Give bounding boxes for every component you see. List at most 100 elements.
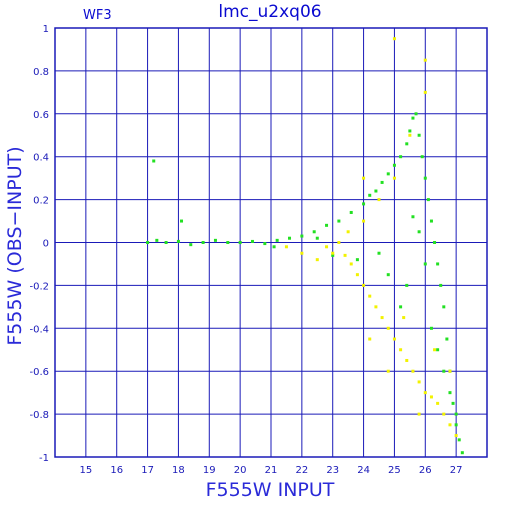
x-tick-label: 24 bbox=[357, 465, 370, 476]
green-data-point bbox=[355, 258, 359, 262]
green-data-point bbox=[368, 193, 372, 197]
x-tick-label: 15 bbox=[79, 465, 92, 476]
yellow-data-point bbox=[337, 241, 341, 244]
green-data-point bbox=[454, 423, 458, 427]
green-data-point bbox=[349, 210, 353, 214]
yellow-data-point bbox=[392, 37, 396, 41]
green-data-point bbox=[152, 159, 156, 163]
green-data-point bbox=[300, 234, 304, 238]
green-data-point bbox=[405, 142, 409, 146]
yellow-data-point bbox=[408, 133, 412, 137]
yellow-data-point bbox=[380, 316, 384, 320]
y-tick-label: 0.4 bbox=[33, 153, 49, 164]
yellow-data-point bbox=[377, 198, 381, 202]
green-data-point bbox=[420, 155, 424, 159]
yellow-data-point bbox=[392, 337, 396, 341]
chart-title: lmc_u2xq06 bbox=[218, 2, 322, 22]
y-tick-label: -0.6 bbox=[29, 367, 49, 378]
green-data-point bbox=[433, 241, 437, 244]
green-data-point bbox=[189, 243, 193, 247]
yellow-data-point bbox=[423, 58, 427, 62]
yellow-data-point bbox=[392, 176, 396, 180]
yellow-data-point bbox=[368, 294, 372, 298]
x-tick-label: 27 bbox=[450, 465, 463, 476]
green-data-point bbox=[288, 236, 292, 240]
yellow-data-point bbox=[325, 245, 329, 249]
green-data-point bbox=[377, 251, 381, 255]
green-data-point bbox=[146, 241, 150, 244]
yellow-data-point bbox=[399, 348, 403, 352]
grid-lines bbox=[55, 27, 487, 458]
y-tick-label: -0.8 bbox=[29, 410, 49, 421]
y-tick-label: 0.8 bbox=[33, 67, 49, 78]
plot-frame bbox=[54, 27, 488, 458]
green-data-point bbox=[445, 337, 449, 341]
yellow-data-point bbox=[374, 305, 378, 309]
green-data-point bbox=[201, 241, 205, 244]
yellow-data-point bbox=[429, 395, 433, 399]
yellow-data-point bbox=[442, 412, 446, 416]
green-data-point bbox=[374, 189, 378, 193]
green-data-point bbox=[411, 215, 415, 219]
yellow-data-point bbox=[454, 434, 458, 438]
x-tick-label: 16 bbox=[110, 465, 123, 476]
y-tick-label: 0 bbox=[43, 239, 49, 250]
chip-label: WF3 bbox=[83, 8, 112, 23]
green-data-point bbox=[457, 438, 461, 442]
green-data-point bbox=[337, 219, 341, 223]
green-data-point bbox=[399, 155, 403, 159]
green-data-point bbox=[238, 241, 242, 244]
yellow-data-point bbox=[343, 253, 347, 257]
y-tick-label: -0.2 bbox=[29, 281, 49, 292]
green-data-point bbox=[315, 236, 319, 240]
yellow-data-point bbox=[331, 251, 335, 255]
green-data-point bbox=[263, 242, 267, 246]
green-data-point bbox=[275, 238, 279, 242]
green-data-point bbox=[417, 230, 421, 234]
y-tick-label: -1 bbox=[39, 453, 49, 464]
y-tick-label: 0.2 bbox=[33, 196, 49, 207]
yellow-data-point bbox=[417, 412, 421, 416]
yellow-data-point bbox=[346, 230, 350, 234]
green-data-point bbox=[414, 112, 418, 116]
yellow-data-point bbox=[368, 337, 372, 341]
tick-labels: 15 16 17 18 19 20 21 22 23 24 25 26 27 -1 -0.8 -0.6 -0.4… bbox=[29, 24, 462, 476]
y-tick-label: -0.4 bbox=[29, 324, 49, 335]
green-data-point bbox=[176, 239, 180, 243]
green-data-point bbox=[312, 230, 316, 234]
yellow-data-point bbox=[448, 369, 452, 373]
yellow-data-point bbox=[448, 423, 452, 427]
green-data-point bbox=[442, 305, 446, 309]
green-data-point bbox=[399, 305, 403, 309]
green-data-point bbox=[386, 273, 390, 277]
yellow-data-point bbox=[362, 219, 366, 223]
green-data-point bbox=[272, 245, 276, 249]
green-data-point bbox=[417, 133, 421, 137]
x-tick-label: 23 bbox=[326, 465, 339, 476]
x-tick-label: 22 bbox=[295, 465, 308, 476]
green-data-point bbox=[448, 391, 452, 395]
yellow-data-point bbox=[315, 258, 319, 262]
green-data-point bbox=[436, 348, 440, 352]
x-tick-label: 26 bbox=[419, 465, 432, 476]
green-data-point bbox=[325, 223, 329, 227]
green-data-point bbox=[392, 163, 396, 167]
green-data-point bbox=[436, 262, 440, 266]
data-points bbox=[146, 37, 464, 455]
green-data-point bbox=[331, 253, 335, 257]
yellow-data-point bbox=[423, 90, 427, 94]
yellow-data-point bbox=[362, 283, 366, 287]
x-tick-label: 25 bbox=[388, 465, 401, 476]
yellow-data-point bbox=[349, 262, 353, 266]
green-data-point bbox=[439, 283, 443, 287]
green-data-point bbox=[164, 241, 168, 244]
yellow-data-point bbox=[362, 176, 366, 180]
green-data-point bbox=[429, 326, 433, 330]
green-data-point bbox=[429, 219, 433, 223]
green-data-point bbox=[362, 202, 366, 206]
green-data-point bbox=[454, 412, 458, 416]
y-tick-label: 1 bbox=[43, 24, 49, 35]
green-data-point bbox=[423, 262, 427, 266]
green-data-point bbox=[213, 238, 217, 242]
